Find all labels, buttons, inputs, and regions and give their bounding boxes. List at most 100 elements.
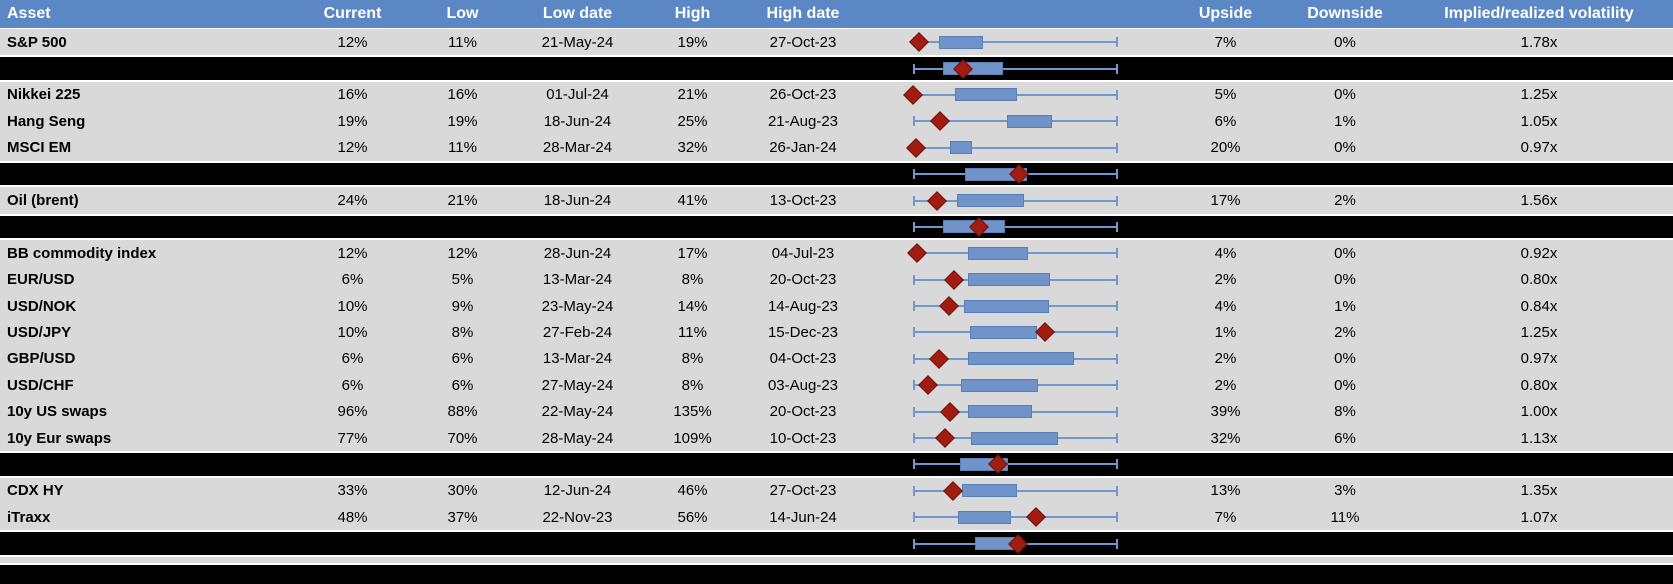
range-boxplot	[866, 187, 1166, 213]
asset-cell: USD/CHF	[7, 376, 74, 394]
whisker-left-tick	[913, 406, 915, 417]
quartile-box	[958, 510, 1011, 524]
header-low: Low	[446, 5, 479, 22]
high-date-cell: 04-Jul-23	[771, 244, 835, 262]
low-cell: 30%	[447, 482, 478, 500]
high-date-cell: 27-Oct-23	[769, 482, 837, 500]
upside-cell: 39%	[1210, 403, 1241, 421]
boxplot-track	[913, 504, 1118, 530]
low-date-cell: 28-Jun-24	[543, 244, 612, 262]
high-cell: 8%	[681, 271, 704, 289]
quartile-box	[955, 88, 1017, 102]
low-date-cell: 28-May-24	[541, 429, 614, 447]
quartile-box	[939, 35, 983, 49]
high-date-cell: 15-Dec-23	[767, 323, 839, 341]
upside-cell: 4%	[1214, 244, 1237, 262]
boxplot-track	[913, 372, 1118, 398]
current-cell: 96%	[337, 403, 368, 421]
table-row: Oil (brent) 24% 21% 18-Jun-24 41% 13-Oct-23 17…	[0, 187, 1673, 214]
whisker-right-tick	[1116, 63, 1118, 74]
low-date-cell: 27-May-24	[541, 376, 614, 394]
current-value-diamond-icon	[939, 401, 960, 422]
current-value-diamond-icon	[909, 32, 930, 53]
downside-cell: 8%	[1334, 403, 1356, 421]
implied-realized-volatility-cell: 1.25x	[1520, 86, 1558, 104]
downside-cell: 11%	[1330, 508, 1360, 526]
whisker-line	[913, 516, 1118, 519]
current-cell: 77%	[337, 429, 368, 447]
high-cell: 14%	[677, 297, 708, 315]
current-cell: 6%	[341, 271, 364, 289]
quartile-box	[964, 299, 1049, 313]
table-row: Hang Seng 19% 19% 18-Jun-24 25% 21-Aug-23 6% 1%…	[0, 108, 1673, 135]
current-cell: 12%	[337, 139, 368, 157]
range-boxplot	[866, 29, 1166, 55]
whisker-left-tick	[913, 459, 915, 470]
high-date-cell: 03-Aug-23	[767, 376, 839, 394]
summary-separator-row	[0, 451, 1673, 478]
quartile-box	[971, 431, 1058, 445]
low-cell: 6%	[451, 350, 474, 368]
quartile-box	[957, 194, 1024, 208]
asset-cell: Nikkei 225	[7, 86, 81, 104]
boxplot-track	[913, 453, 1118, 475]
upside-cell: 2%	[1214, 271, 1237, 289]
upside-cell: 13%	[1210, 482, 1241, 500]
current-cell: 6%	[341, 350, 364, 368]
upside-cell: 2%	[1214, 350, 1237, 368]
whisker-left-tick	[913, 433, 915, 444]
whisker-right-tick	[1116, 485, 1118, 496]
low-cell: 8%	[451, 323, 474, 341]
high-date-cell: 10-Oct-23	[769, 429, 837, 447]
header-high-date: High date	[766, 5, 840, 22]
asset-cell: MSCI EM	[7, 139, 72, 157]
downside-cell: 3%	[1334, 482, 1356, 500]
upside-cell: 32%	[1210, 429, 1241, 447]
boxplot-track	[903, 82, 1118, 108]
boxplot-track	[913, 346, 1118, 372]
header-downside: Downside	[1307, 5, 1383, 22]
implied-realized-volatility-cell: 1.78x	[1520, 33, 1558, 51]
quartile-box	[967, 273, 1050, 287]
range-boxplot	[866, 163, 1166, 185]
range-boxplot	[866, 267, 1166, 293]
current-cell: 48%	[337, 508, 368, 526]
header-current: Current	[323, 5, 382, 22]
asset-cell: Hang Seng	[7, 112, 86, 130]
high-date-cell: 14-Aug-23	[767, 297, 839, 315]
high-date-cell: 26-Oct-23	[769, 86, 837, 104]
range-boxplot	[866, 57, 1166, 79]
whisker-left-tick	[913, 485, 915, 496]
current-cell: 19%	[337, 112, 368, 130]
high-date-cell: 20-Oct-23	[769, 271, 837, 289]
boxplot-track	[913, 57, 1118, 79]
whisker-right-tick	[1116, 142, 1118, 153]
high-cell: 8%	[681, 350, 704, 368]
current-value-diamond-icon	[929, 348, 949, 369]
low-cell: 37%	[447, 508, 478, 526]
current-value-diamond-icon	[935, 428, 955, 448]
current-value-diamond-icon	[906, 137, 926, 158]
range-boxplot	[866, 532, 1166, 554]
implied-realized-volatility-cell: 1.35x	[1520, 482, 1558, 500]
whisker-right-tick	[1116, 221, 1118, 232]
range-boxplot	[866, 216, 1166, 238]
low-date-cell: 18-Jun-24	[543, 192, 612, 210]
low-cell: 19%	[447, 112, 478, 130]
implied-realized-volatility-cell: 1.25x	[1520, 323, 1558, 341]
upside-cell: 7%	[1214, 508, 1237, 526]
header-high: High	[674, 5, 711, 22]
asset-cell: EUR/USD	[7, 271, 75, 289]
high-date-cell: 13-Oct-23	[769, 192, 837, 210]
table-row: BB commodity index 12% 12% 28-Jun-24 17% 04-J…	[0, 240, 1673, 267]
implied-realized-volatility-cell: 1.05x	[1520, 112, 1558, 130]
downside-cell: 0%	[1334, 271, 1356, 289]
range-boxplot	[866, 108, 1166, 134]
current-value-diamond-icon	[918, 375, 938, 396]
whisker-line	[913, 146, 1118, 149]
upside-cell: 1%	[1214, 323, 1237, 341]
current-cell: 6%	[341, 376, 364, 394]
range-boxplot	[866, 319, 1166, 345]
current-value-diamond-icon	[939, 296, 959, 316]
current-cell: 12%	[337, 244, 368, 262]
